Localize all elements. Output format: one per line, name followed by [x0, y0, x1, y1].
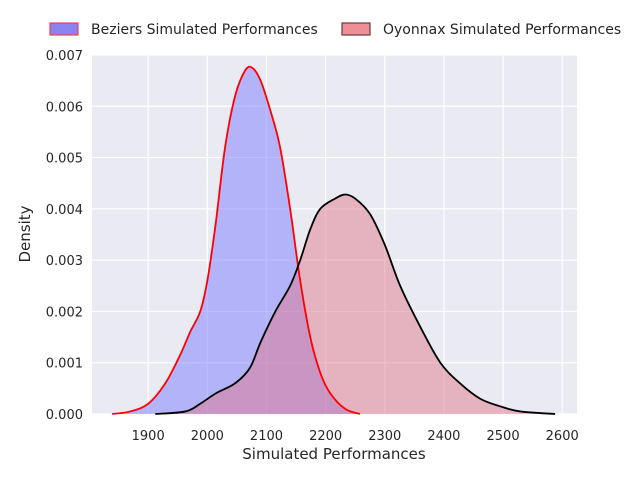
y-tick-label: 0.006 [46, 100, 83, 115]
beziers-density-line [111, 65, 361, 415]
legend-swatch-beziers [49, 22, 79, 36]
x-tick-label: 2200 [309, 429, 342, 444]
x-tick-label: 2100 [250, 429, 283, 444]
legend-label-oyonnax: Oyonnax Simulated Performances [383, 22, 621, 38]
x-tick-label: 1900 [132, 429, 165, 444]
x-tick-label: 2500 [487, 429, 520, 444]
y-tick-label: 0.004 [46, 203, 83, 218]
x-tick-label: 2300 [368, 429, 401, 444]
y-tick-label: 0.002 [46, 305, 83, 320]
x-axis-label: Simulated Performances [242, 445, 426, 463]
y-tick-label: 0.003 [46, 254, 83, 269]
legend-item-oyonnax: Oyonnax Simulated Performances [341, 22, 621, 38]
legend-item-beziers: Beziers Simulated Performances [49, 22, 318, 38]
legend-swatch-oyonnax [341, 22, 371, 36]
y-tick-label: 0.001 [46, 357, 83, 372]
y-tick-label: 0.007 [46, 49, 83, 64]
y-tick-label: 0.005 [46, 152, 83, 167]
oyonnax-density-line [155, 193, 556, 415]
x-tick-label: 2600 [546, 429, 579, 444]
x-tick-label: 2000 [191, 429, 224, 444]
x-tick-label: 2400 [427, 429, 460, 444]
y-tick-label: 0.000 [46, 408, 83, 423]
y-axis-label: Density [16, 205, 34, 262]
legend: Beziers Simulated Performances Oyonnax Si… [49, 22, 621, 38]
legend-label-beziers: Beziers Simulated Performances [91, 22, 318, 38]
oyonnax-density-area [155, 194, 556, 414]
